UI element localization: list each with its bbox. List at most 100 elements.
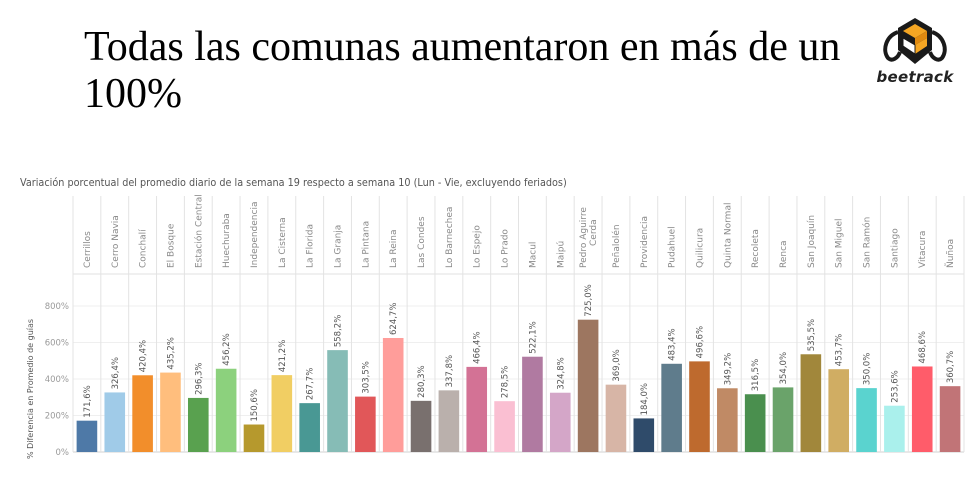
- category-label: Conchalí: [139, 229, 149, 268]
- value-label: 522,1%: [528, 321, 538, 353]
- bar[interactable]: [160, 372, 181, 452]
- category-label: Huechuraba: [222, 213, 232, 268]
- y-tick-label: 800%: [45, 302, 69, 312]
- bar[interactable]: [939, 386, 961, 452]
- chart-title: Variación porcentual del promedio diario…: [20, 177, 567, 189]
- value-label: 558,2%: [334, 315, 344, 347]
- category-label: Independencia: [250, 202, 260, 268]
- bar[interactable]: [494, 401, 515, 452]
- bar[interactable]: [271, 375, 293, 452]
- bar[interactable]: [605, 384, 627, 452]
- value-label: 337,8%: [445, 355, 455, 387]
- bar[interactable]: [549, 392, 571, 452]
- category-label: La Cisterna: [278, 217, 288, 268]
- bar[interactable]: [355, 396, 376, 452]
- category-label: San Ramón: [862, 217, 873, 268]
- bar[interactable]: [717, 388, 738, 452]
- category-label: Lo Barnechea: [445, 207, 455, 268]
- bar[interactable]: [577, 319, 599, 452]
- bar[interactable]: [911, 366, 933, 452]
- value-label: 435,2%: [166, 337, 176, 369]
- category-label: Quilicura: [695, 228, 705, 268]
- category-label: Recoleta: [751, 229, 761, 268]
- value-label: 171,6%: [83, 385, 93, 417]
- category-label: San Miguel: [835, 218, 845, 268]
- y-tick-label: 400%: [45, 375, 69, 385]
- category-label: Peñalolén: [611, 224, 622, 268]
- bee-logo-icon: [883, 18, 947, 64]
- bar[interactable]: [187, 397, 209, 452]
- beetrack-logo: beetrack: [870, 14, 960, 94]
- bar[interactable]: [856, 388, 877, 452]
- category-label: Vitacura: [918, 231, 928, 268]
- value-label: 453,7%: [835, 334, 845, 366]
- category-header: Cerrillos Cerro Navia Conchalí El Bosque Est…: [73, 194, 964, 275]
- bar[interactable]: [522, 356, 543, 452]
- category-label: Lo Espejo: [473, 225, 483, 268]
- value-label: 466,4%: [473, 331, 483, 363]
- bar[interactable]: [215, 368, 237, 452]
- value-label: 296,3%: [194, 363, 204, 395]
- value-label: 369,0%: [612, 349, 622, 381]
- bar[interactable]: [382, 337, 404, 452]
- bar[interactable]: [884, 405, 905, 452]
- category-label: Renca: [779, 240, 789, 268]
- bar[interactable]: [299, 403, 320, 452]
- value-label: 456,2%: [222, 333, 232, 365]
- category-label: Pedro AguirreCerda: [579, 207, 599, 268]
- value-label: 267,7%: [306, 368, 316, 400]
- value-label: 253,6%: [890, 370, 900, 402]
- value-label: 535,5%: [807, 319, 817, 351]
- category-label: Lo Prado: [501, 229, 511, 268]
- value-label: 468,6%: [918, 331, 928, 363]
- value-label: 350,0%: [863, 353, 873, 385]
- category-label: Las Condes: [417, 216, 427, 268]
- value-label: 483,4%: [668, 328, 678, 360]
- value-label: 150,6%: [250, 389, 260, 421]
- value-label: 349,2%: [723, 353, 733, 385]
- slide-title: Todas las comunas aumentaron en más de u…: [84, 24, 841, 117]
- bar[interactable]: [104, 392, 126, 452]
- bar[interactable]: [828, 369, 850, 452]
- bar[interactable]: [466, 366, 488, 452]
- bar[interactable]: [76, 420, 98, 452]
- value-label: 303,5%: [361, 361, 371, 393]
- y-tick-label: 0%: [56, 448, 70, 458]
- y-axis: 0% 200% 400% 600% 800% % Diferencia en Promed…: [26, 302, 69, 459]
- value-label: 725,0%: [584, 284, 594, 316]
- bar[interactable]: [243, 424, 265, 452]
- value-label: 278,5%: [501, 366, 511, 398]
- bar[interactable]: [410, 400, 432, 452]
- value-label: 496,6%: [695, 326, 705, 358]
- bar[interactable]: [132, 375, 153, 452]
- category-label: Cerro Navia: [111, 215, 121, 268]
- value-label: 326,4%: [111, 357, 121, 389]
- value-label: 360,7%: [946, 351, 956, 383]
- bar[interactable]: [327, 350, 348, 452]
- y-tick-label: 600%: [45, 339, 69, 349]
- value-label: 354,0%: [779, 352, 789, 384]
- category-label: Macul: [528, 242, 538, 268]
- category-label: La Granja: [334, 225, 344, 268]
- value-label: 624,7%: [389, 303, 399, 335]
- category-label: Santiago: [890, 228, 900, 268]
- bar[interactable]: [633, 418, 655, 452]
- logo-text: beetrack: [876, 68, 954, 86]
- category-label: Quinta Normal: [723, 203, 733, 268]
- y-axis-title: % Diferencia en Promedio de guías: [26, 319, 35, 459]
- bar[interactable]: [800, 354, 822, 452]
- category-label: Estación Central: [193, 194, 204, 268]
- category-label: El Bosque: [166, 223, 176, 268]
- category-label: Providencia: [640, 216, 650, 268]
- bar[interactable]: [772, 387, 794, 452]
- value-label: 280,3%: [417, 365, 427, 397]
- bar[interactable]: [689, 361, 710, 452]
- bar[interactable]: [744, 394, 766, 452]
- category-label: Ñuñoa: [945, 239, 956, 268]
- category-label: Cerrillos: [83, 231, 93, 268]
- bar[interactable]: [438, 390, 460, 452]
- bar[interactable]: [661, 363, 682, 452]
- value-label: 324,8%: [556, 357, 566, 389]
- value-label: 421,2%: [278, 340, 288, 372]
